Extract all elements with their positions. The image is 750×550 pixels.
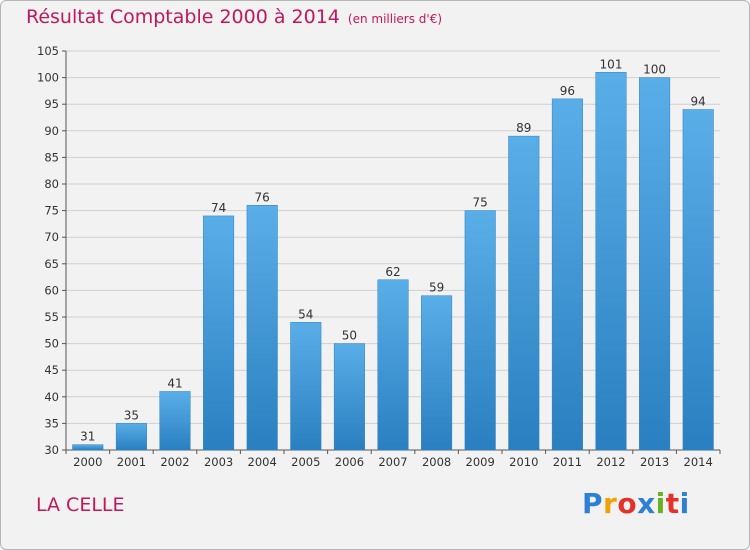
bar-2007	[377, 279, 409, 451]
y-tick-label: 95	[44, 97, 59, 111]
x-tick-label-2006: 2006	[335, 455, 364, 469]
data-label-2009: 75	[473, 196, 488, 210]
bar-2011	[551, 98, 583, 451]
bar-2010	[508, 135, 540, 451]
data-label-2013: 100	[643, 63, 666, 77]
bar-2001	[115, 423, 147, 451]
bar-2012	[595, 72, 627, 451]
chart-title-unit: (en milliers d'€)	[347, 12, 443, 26]
data-label-2008: 59	[429, 281, 444, 295]
bar-2008	[421, 295, 453, 451]
y-tick-label: 65	[44, 257, 59, 271]
data-label-2012: 101	[600, 57, 623, 71]
x-tick-label-2008: 2008	[422, 455, 451, 469]
y-tick-label: 75	[44, 204, 59, 218]
data-label-2001: 35	[124, 408, 139, 422]
bar-2004	[246, 205, 278, 451]
x-tick-label-2005: 2005	[291, 455, 320, 469]
y-tick-label: 45	[44, 363, 59, 377]
x-tick-label-2011: 2011	[553, 455, 582, 469]
logo-letter: i	[655, 487, 666, 520]
x-tick-label-2010: 2010	[509, 455, 538, 469]
y-tick-label: 105	[37, 44, 59, 58]
data-label-2005: 54	[298, 307, 313, 321]
bar-2000	[72, 444, 104, 451]
logo-letter: x	[637, 487, 656, 520]
bar-2006	[333, 343, 365, 451]
x-tick-label-2004: 2004	[248, 455, 277, 469]
y-tick-label: 70	[44, 230, 59, 244]
x-tick-label-2003: 2003	[204, 455, 233, 469]
data-label-2002: 41	[167, 376, 182, 390]
y-tick-label: 100	[37, 71, 59, 85]
x-tick-label-2001: 2001	[117, 455, 146, 469]
x-tick-label-2007: 2007	[378, 455, 407, 469]
y-tick-label: 90	[44, 124, 59, 138]
y-tick-label: 55	[44, 310, 59, 324]
y-tick-label: 80	[44, 177, 59, 191]
logo-letter: i	[679, 487, 690, 520]
logo-letter: o	[617, 487, 638, 520]
labels: 31 2000 35 2001 41 2002 74 2003 76 2004 54 2005 50 20…	[73, 57, 713, 469]
data-label-2010: 89	[516, 121, 531, 135]
y-tick-label: 60	[44, 283, 59, 297]
data-label-2014: 94	[691, 95, 706, 109]
logo-letter: r	[603, 487, 618, 520]
data-label-2000: 31	[80, 430, 95, 444]
chart-title: Résultat Comptable 2000 à 2014 (en millie…	[26, 6, 442, 28]
x-tick-label-2013: 2013	[640, 455, 669, 469]
x-tick-label-2000: 2000	[73, 455, 102, 469]
bar-2005	[290, 322, 322, 451]
proxiti-logo: Proxiti	[582, 487, 690, 520]
bar-2002	[159, 391, 191, 451]
commune-name: LA CELLE	[36, 494, 125, 516]
y-tick-label: 50	[44, 337, 59, 351]
data-label-2004: 76	[255, 190, 270, 204]
bars	[72, 72, 714, 451]
logo-letter: P	[582, 487, 604, 520]
y-tick-label: 35	[44, 416, 59, 430]
bar-2013	[639, 77, 671, 451]
bar-2003	[203, 215, 235, 451]
x-tick-label-2002: 2002	[160, 455, 189, 469]
x-tick-label-2014: 2014	[684, 455, 713, 469]
data-label-2007: 62	[385, 265, 400, 279]
data-label-2003: 74	[211, 201, 226, 215]
data-label-2006: 50	[342, 329, 357, 343]
bar-2014	[682, 109, 714, 451]
y-tick-label: 30	[44, 443, 59, 457]
y-tick-label: 40	[44, 390, 59, 404]
chart-title-text: Résultat Comptable 2000 à 2014	[26, 6, 340, 28]
y-tick-label: 85	[44, 150, 59, 164]
logo-letter: t	[665, 487, 680, 520]
bar-2009	[464, 210, 496, 451]
data-label-2011: 96	[560, 84, 575, 98]
x-tick-label-2009: 2009	[466, 455, 495, 469]
x-tick-label-2012: 2012	[596, 455, 625, 469]
